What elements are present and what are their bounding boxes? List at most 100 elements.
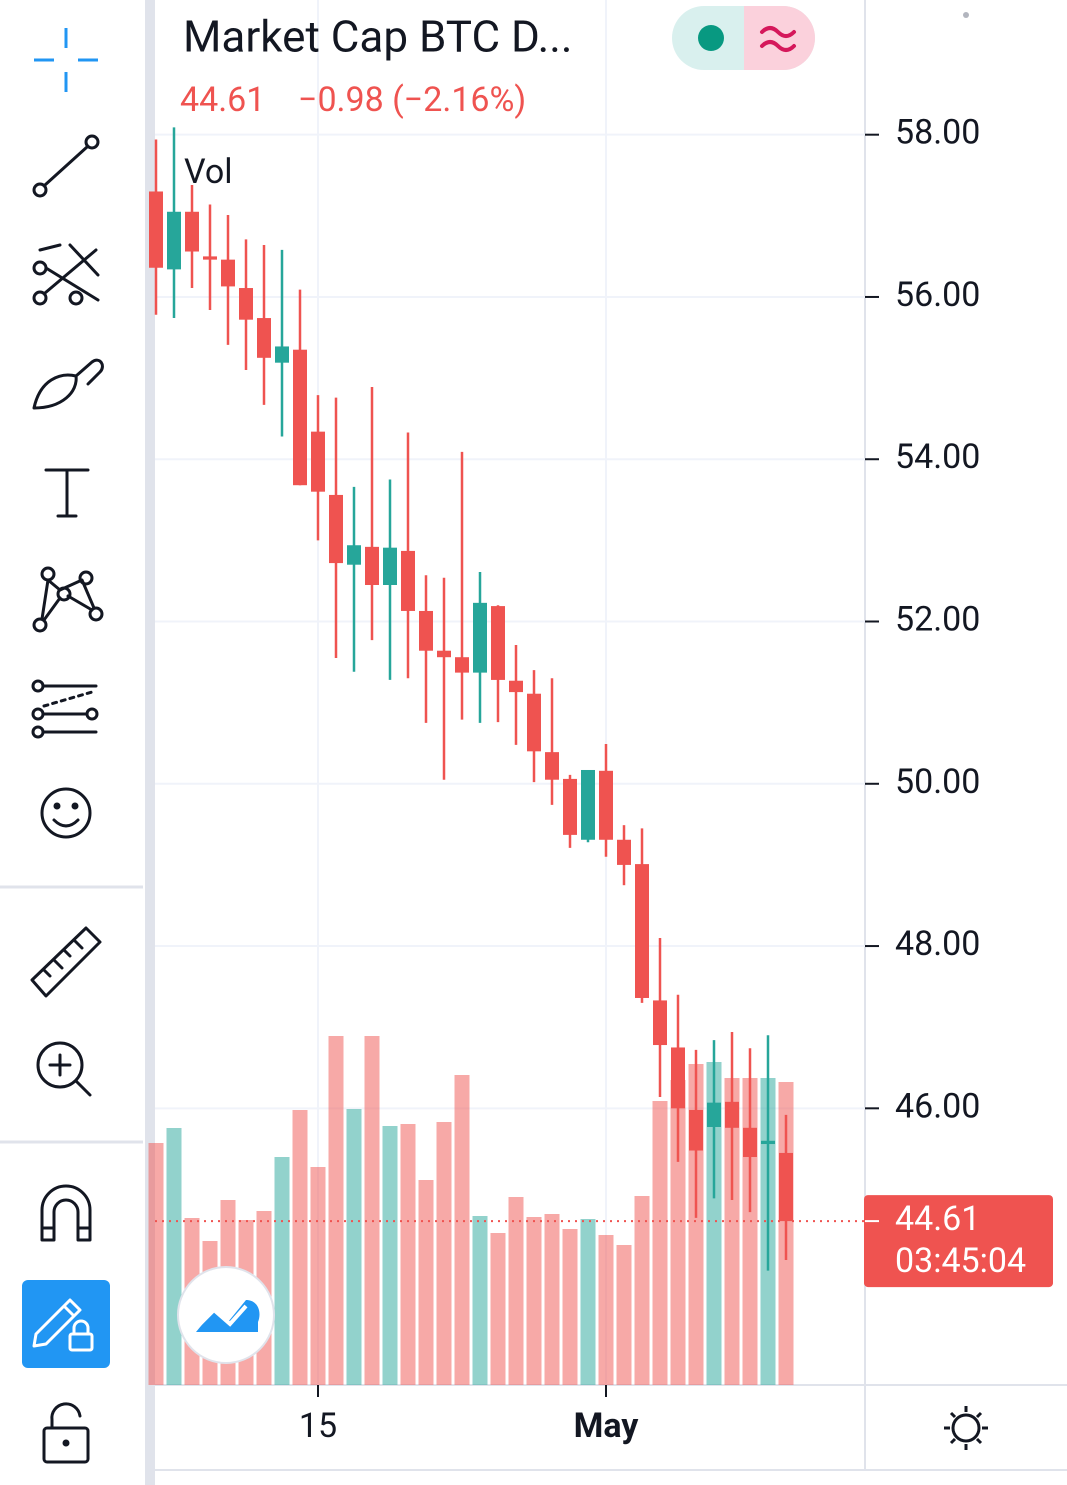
crosshair-tool[interactable] (34, 28, 98, 92)
y-tick-label: 50.00 (895, 762, 980, 802)
menu-dot[interactable] (963, 12, 969, 18)
volume-bar (292, 1110, 308, 1385)
volume-bar (544, 1214, 560, 1385)
volume-bar (490, 1233, 506, 1385)
volume-bar (346, 1109, 362, 1385)
lock-tool[interactable] (42, 1402, 90, 1464)
magnet-tool[interactable] (40, 1184, 92, 1242)
y-tick-label: 48.00 (895, 924, 980, 964)
y-tick-label: 56.00 (895, 275, 980, 315)
price-tag (864, 1195, 1053, 1288)
candle-body (275, 346, 289, 363)
candle-body (311, 431, 325, 492)
volume-bar (328, 1036, 344, 1385)
settings-button[interactable] (944, 1406, 988, 1450)
candle-body (401, 550, 415, 611)
grid: 58.00 56.00 54.00 52.00 50.00 48.00 46.00 15 May (155, 0, 980, 1446)
volume-bar (382, 1126, 398, 1385)
candle-body (545, 752, 559, 780)
candle-body (383, 547, 397, 585)
volume-bar (472, 1216, 488, 1385)
y-tick-label: 46.00 (895, 1086, 980, 1126)
candle-body (239, 288, 253, 320)
ruler-tool[interactable] (30, 926, 102, 998)
drawing-lock-button[interactable] (22, 1280, 110, 1368)
text-tool[interactable] (44, 468, 90, 518)
pattern-tool[interactable] (32, 566, 104, 633)
brush-tool[interactable] (32, 358, 104, 410)
candle-body (635, 864, 649, 998)
y-tick-label: 52.00 (895, 599, 980, 639)
candle-body (581, 769, 595, 840)
candle-body (599, 770, 613, 840)
candle-body (257, 318, 271, 358)
emoji-tool[interactable] (40, 787, 92, 839)
volume-bar (670, 1080, 686, 1385)
volume-bar (598, 1235, 614, 1385)
candle-body (725, 1101, 739, 1128)
candle-body (455, 657, 469, 673)
volume-bar (652, 1101, 668, 1385)
candle-body (491, 606, 505, 680)
price-tag-countdown: 03:45:04 (895, 1241, 1026, 1281)
candle-body (671, 1047, 685, 1109)
trend-line-tool[interactable] (32, 134, 100, 198)
candle-body (689, 1109, 703, 1151)
volume-bar (454, 1075, 470, 1385)
candle-body (293, 349, 307, 486)
volume-bar (364, 1036, 380, 1385)
candle-body (473, 602, 487, 673)
candle-body (527, 693, 541, 752)
volume-bar (418, 1180, 434, 1385)
volume-bar (724, 1078, 740, 1385)
candle-body (149, 191, 163, 268)
candle-body (761, 1140, 775, 1145)
candle-body (167, 211, 181, 270)
pitchfork-tool[interactable] (32, 243, 100, 306)
y-tick-label: 58.00 (895, 113, 980, 153)
zoom-tool[interactable] (36, 1041, 92, 1097)
x-tick-label: 15 (299, 1406, 337, 1446)
candle-body (221, 259, 235, 287)
volume-bar (436, 1122, 452, 1385)
toolbar (0, 0, 145, 1485)
candle-body (779, 1152, 793, 1222)
candle-body (509, 680, 523, 693)
candle-body (617, 839, 631, 865)
candle-body (365, 546, 379, 585)
status-pill[interactable] (672, 6, 815, 70)
candle-body (347, 545, 361, 565)
y-tick-label: 54.00 (895, 437, 980, 477)
candle-body (563, 778, 577, 835)
candle-body (743, 1127, 757, 1158)
candle-body (653, 1000, 667, 1046)
toolbar-border (145, 0, 155, 1485)
volume-bar (310, 1167, 326, 1385)
volume-bar (148, 1143, 164, 1385)
candle-body (437, 650, 451, 658)
x-tick-label: May (574, 1406, 640, 1446)
candle-body (185, 211, 199, 252)
chart-title: Market Cap BTC D... (183, 11, 573, 63)
tradingview-logo[interactable] (177, 1266, 275, 1364)
price-tag-value: 44.61 (895, 1199, 980, 1239)
volume-bar (580, 1219, 596, 1385)
volume-bar (616, 1245, 632, 1385)
volume-bar (508, 1197, 524, 1385)
candle-body (707, 1102, 721, 1127)
candle-body (203, 256, 217, 260)
candles (149, 127, 793, 1271)
price-change: −0.98 (−2.16%) (298, 80, 526, 120)
forecast-tool[interactable] (31, 679, 99, 739)
volume-bar (166, 1128, 182, 1385)
volume-bar (706, 1062, 722, 1385)
last-price: 44.61 (180, 80, 265, 120)
volume-bar (562, 1229, 578, 1385)
candle-body (419, 610, 433, 651)
volume-bar (400, 1124, 416, 1385)
volume-bar (274, 1157, 290, 1385)
candle-body (329, 494, 343, 564)
volume-bar (526, 1217, 542, 1385)
